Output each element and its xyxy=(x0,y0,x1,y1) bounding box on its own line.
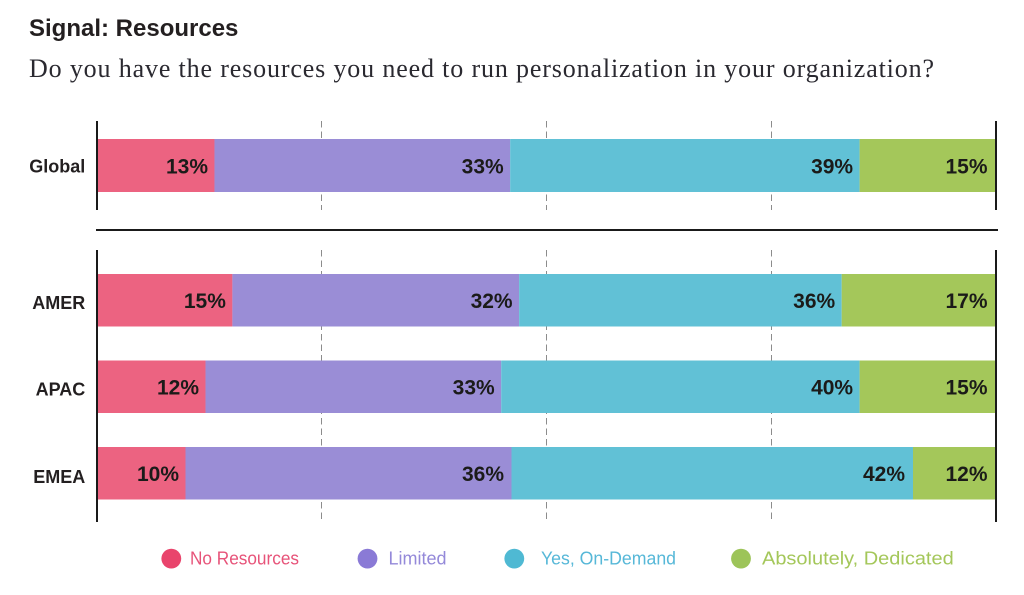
svg-text:AMER: AMER xyxy=(32,293,85,313)
svg-text:15%: 15% xyxy=(945,376,987,399)
svg-text:13%: 13% xyxy=(166,156,208,179)
svg-text:Limited: Limited xyxy=(389,548,447,568)
svg-text:42%: 42% xyxy=(863,463,905,486)
svg-text:Global: Global xyxy=(29,156,85,176)
svg-text:12%: 12% xyxy=(945,463,987,486)
svg-text:Yes, On-Demand: Yes, On-Demand xyxy=(541,548,676,568)
svg-text:40%: 40% xyxy=(811,376,853,399)
svg-text:Do you have the resources you: Do you have the resources you need to ru… xyxy=(29,54,934,83)
svg-text:10%: 10% xyxy=(137,463,179,486)
svg-text:No Resources: No Resources xyxy=(190,548,299,568)
svg-text:17%: 17% xyxy=(945,290,987,313)
svg-text:33%: 33% xyxy=(453,376,495,399)
svg-text:EMEA: EMEA xyxy=(33,467,85,487)
svg-text:15%: 15% xyxy=(945,156,987,179)
svg-text:APAC: APAC xyxy=(36,380,86,400)
svg-text:39%: 39% xyxy=(811,156,853,179)
svg-text:36%: 36% xyxy=(793,290,835,313)
svg-text:12%: 12% xyxy=(157,376,199,399)
svg-text:15%: 15% xyxy=(184,290,226,313)
svg-text:33%: 33% xyxy=(462,156,504,179)
svg-text:36%: 36% xyxy=(462,463,504,486)
svg-text:32%: 32% xyxy=(471,290,513,313)
svg-text:Signal: Resources: Signal: Resources xyxy=(29,15,238,42)
svg-text:Absolutely, Dedicated: Absolutely, Dedicated xyxy=(762,548,954,568)
